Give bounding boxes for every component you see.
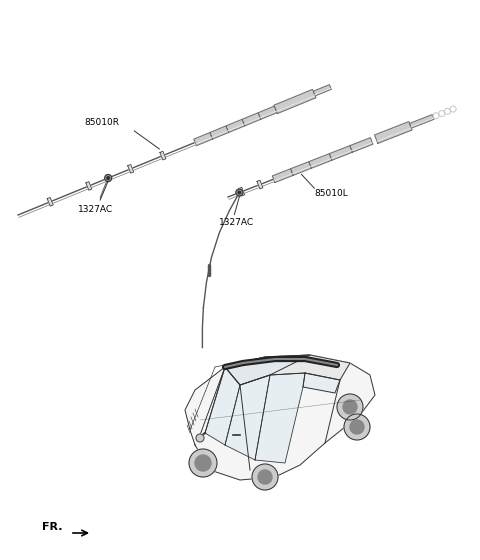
Polygon shape (194, 133, 213, 146)
Text: 1327AC: 1327AC (78, 205, 113, 214)
Polygon shape (290, 162, 312, 175)
Polygon shape (226, 119, 245, 132)
Circle shape (105, 175, 112, 181)
Circle shape (107, 176, 109, 179)
Text: 85010R: 85010R (84, 118, 120, 127)
Polygon shape (329, 146, 352, 160)
Polygon shape (239, 188, 245, 196)
Circle shape (337, 394, 363, 420)
Polygon shape (47, 198, 53, 206)
Circle shape (195, 455, 211, 471)
Polygon shape (185, 355, 375, 480)
Polygon shape (225, 355, 350, 385)
Polygon shape (350, 138, 373, 152)
Polygon shape (272, 169, 293, 183)
Polygon shape (313, 85, 331, 96)
Polygon shape (374, 122, 412, 143)
Polygon shape (210, 126, 228, 139)
Polygon shape (257, 180, 263, 189)
Circle shape (344, 414, 370, 440)
Circle shape (196, 434, 204, 442)
Text: 85010L: 85010L (314, 189, 348, 198)
Text: FR.: FR. (42, 522, 62, 532)
Circle shape (238, 191, 241, 194)
Polygon shape (86, 181, 92, 190)
Circle shape (189, 449, 217, 477)
Polygon shape (409, 115, 434, 128)
Polygon shape (225, 375, 270, 460)
Polygon shape (255, 373, 305, 463)
Polygon shape (242, 113, 261, 126)
Polygon shape (160, 151, 166, 160)
Polygon shape (303, 373, 340, 393)
Circle shape (236, 189, 243, 196)
Polygon shape (205, 367, 240, 445)
Polygon shape (225, 355, 310, 385)
Polygon shape (128, 165, 134, 173)
Polygon shape (309, 153, 332, 168)
Circle shape (258, 470, 272, 484)
Text: 1327AC: 1327AC (219, 217, 254, 227)
Circle shape (343, 400, 357, 414)
Circle shape (350, 420, 364, 434)
Circle shape (252, 464, 278, 490)
Polygon shape (258, 106, 277, 119)
Polygon shape (274, 90, 316, 114)
